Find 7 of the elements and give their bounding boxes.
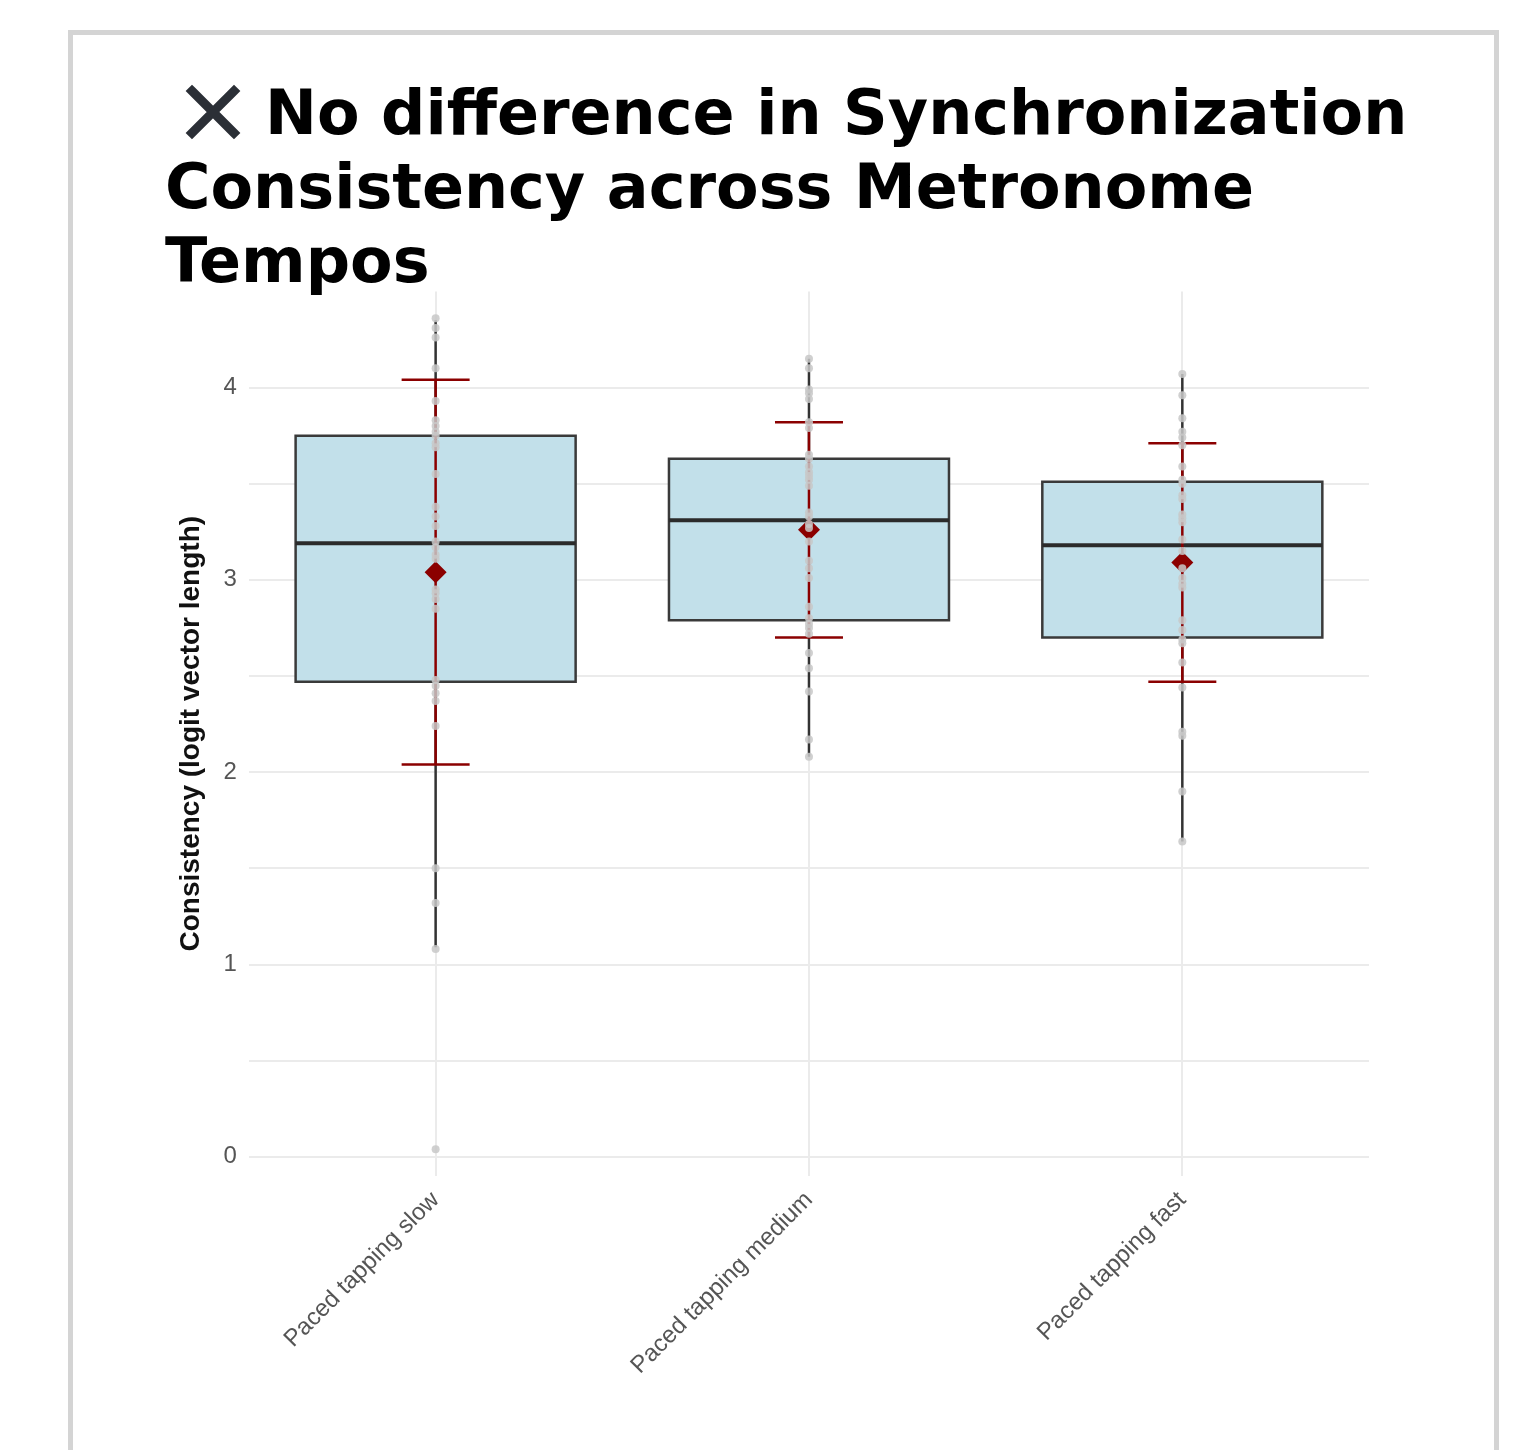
y-tick-label: 2 xyxy=(223,756,237,784)
y-tick-label: 3 xyxy=(223,564,237,592)
y-tick-label: 0 xyxy=(223,1141,237,1169)
y-tick-label: 4 xyxy=(223,372,237,400)
chart-title: No difference in Synchronization Consistency across Metronome Tempos xyxy=(165,76,1409,298)
y-tick-label: 1 xyxy=(223,949,237,977)
y-axis-title: Consistency (logit vector length) xyxy=(173,515,205,952)
